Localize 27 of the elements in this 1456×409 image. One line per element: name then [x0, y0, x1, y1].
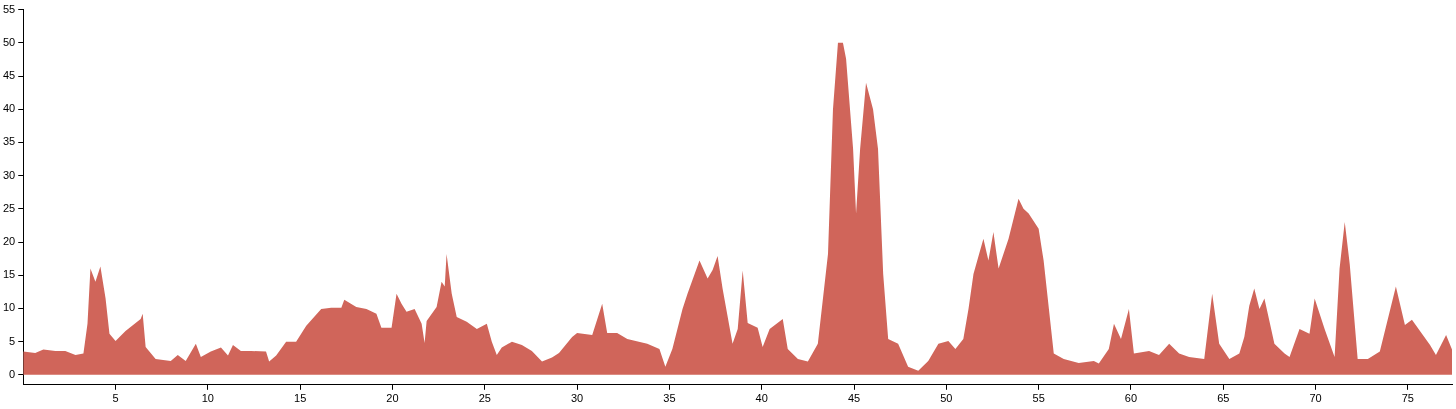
y-tick-label: 10 — [2, 301, 16, 314]
x-tick-label: 35 — [663, 392, 676, 405]
y-tick-label: 30 — [2, 168, 16, 181]
x-tick-label: 20 — [386, 392, 399, 405]
y-tick-label: 50 — [2, 35, 16, 48]
x-tick-label: 70 — [1309, 392, 1322, 405]
y-tick-label: 5 — [9, 334, 16, 347]
y-tick-label: 0 — [9, 367, 16, 380]
x-tick-label: 60 — [1124, 392, 1138, 405]
x-tick-label: 65 — [1217, 392, 1230, 405]
y-tick-label: 40 — [2, 102, 16, 115]
x-tick-label: 50 — [940, 392, 953, 405]
y-tick-label: 15 — [2, 268, 16, 281]
x-tick-label: 30 — [570, 392, 584, 405]
x-tick-label: 45 — [847, 392, 861, 405]
y-tick-label: 25 — [2, 201, 16, 214]
x-tick-label: 55 — [1032, 392, 1045, 405]
y-tick-label: 35 — [2, 135, 16, 148]
x-tick-label: 75 — [1401, 392, 1414, 405]
y-tick-label: 55 — [2, 2, 16, 15]
x-tick-label: 15 — [294, 392, 307, 405]
x-tick-label: 5 — [112, 392, 119, 405]
x-tick-label: 10 — [201, 392, 214, 405]
y-tick-label: 20 — [2, 235, 16, 248]
y-tick-label: 45 — [2, 69, 16, 82]
x-tick-label: 40 — [755, 392, 768, 405]
x-tick-label: 25 — [478, 392, 491, 405]
